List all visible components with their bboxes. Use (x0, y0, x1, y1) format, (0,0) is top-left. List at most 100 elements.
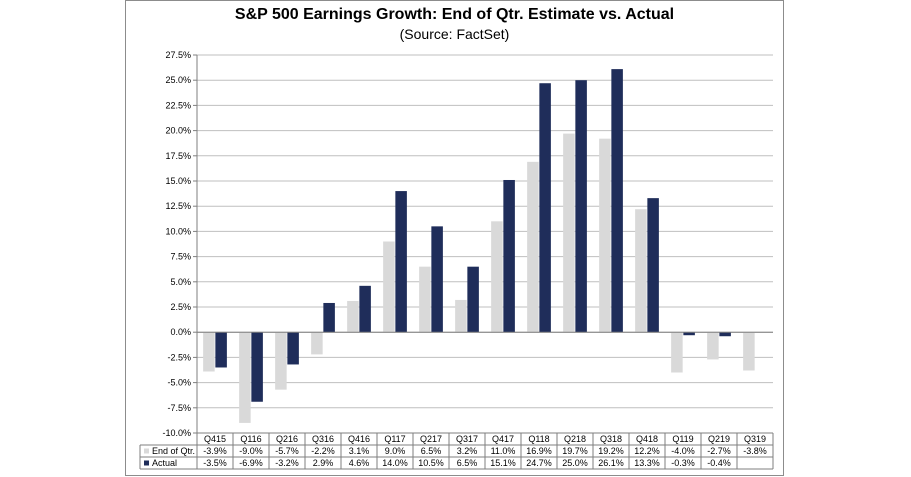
category-label: Q318 (600, 434, 622, 444)
data-cell: 24.7% (526, 458, 552, 468)
category-label: Q418 (636, 434, 658, 444)
data-cell: 16.9% (526, 446, 552, 456)
bar-actual (215, 332, 227, 368)
data-cell: 3.1% (349, 446, 370, 456)
data-cell: 12.2% (634, 446, 660, 456)
data-cell: 26.1% (598, 458, 624, 468)
bar-estimate (707, 332, 719, 360)
category-label: Q216 (276, 434, 298, 444)
bar-actual (503, 179, 515, 333)
data-cell: -2.2% (311, 446, 335, 456)
y-tick-label: 2.5% (170, 302, 191, 312)
bar-actual (431, 226, 443, 333)
y-tick-label: 0.0% (170, 327, 191, 337)
category-label: Q116 (240, 434, 261, 444)
bar-estimate (527, 161, 539, 333)
bar-actual (611, 69, 623, 333)
legend-label: End of Qtr. (152, 446, 195, 456)
category-label: Q317 (456, 434, 478, 444)
bar-actual (323, 302, 335, 333)
y-tick-label: 25.0% (165, 75, 191, 85)
bar-actual (683, 332, 695, 336)
bar-estimate (347, 300, 359, 333)
data-cell: -0.3% (671, 458, 695, 468)
y-tick-label: -2.5% (167, 352, 191, 362)
data-cell: -3.5% (203, 458, 227, 468)
bar-actual (539, 83, 551, 333)
data-cell: 6.5% (421, 446, 442, 456)
y-tick-label: 5.0% (170, 277, 191, 287)
category-label: Q117 (384, 434, 405, 444)
chart-title: S&P 500 Earnings Growth: End of Qtr. Est… (234, 6, 675, 23)
category-label: Q218 (564, 434, 586, 444)
bar-actual (251, 332, 263, 402)
data-cell: -3.8% (743, 446, 767, 456)
legend-swatch (144, 460, 149, 466)
data-cell: 10.5% (418, 458, 444, 468)
data-cell: 11.0% (491, 446, 516, 456)
data-cell: 9.0% (385, 446, 406, 456)
bar-estimate (743, 332, 755, 371)
bars (197, 69, 773, 423)
bar-actual (719, 332, 731, 337)
category-label: Q416 (348, 434, 370, 444)
y-tick-label: 27.5% (165, 50, 191, 60)
y-tick-label: 10.0% (165, 226, 191, 236)
bar-estimate (203, 332, 215, 372)
data-cell: 4.6% (349, 458, 370, 468)
bar-estimate (239, 332, 251, 423)
y-tick-label: -10.0% (162, 428, 191, 438)
data-cell: -3.2% (275, 458, 299, 468)
bar-estimate (383, 241, 395, 333)
y-tick-label: 22.5% (165, 100, 191, 110)
data-cell: -3.9% (203, 446, 227, 456)
data-cell: -5.7% (275, 446, 299, 456)
bar-estimate (599, 138, 611, 333)
bar-estimate (563, 133, 575, 333)
data-cell: 2.9% (313, 458, 334, 468)
bar-estimate (671, 332, 683, 373)
data-cell: 14.0% (382, 458, 408, 468)
y-tick-label: 12.5% (165, 201, 191, 211)
y-tick-label: -5.0% (167, 378, 191, 388)
category-label: Q319 (744, 434, 766, 444)
bar-actual (287, 332, 299, 365)
legend-label: Actual (152, 458, 177, 468)
data-cell: 19.2% (598, 446, 624, 456)
bar-estimate (635, 209, 647, 333)
category-label: Q219 (708, 434, 730, 444)
data-cell: 6.5% (457, 458, 478, 468)
data-table: Q415 Q116 Q216 Q316 Q416 Q117 Q217 Q317 Q417 Q118… (139, 432, 774, 470)
chart-subtitle: (Source: FactSet) (399, 26, 510, 42)
data-cell: 13.3% (634, 458, 660, 468)
data-cell: -4.0% (671, 446, 695, 456)
y-tick-label: 20.0% (165, 126, 191, 136)
bar-estimate (311, 332, 323, 355)
category-label: Q415 (204, 434, 226, 444)
chart-frame (125, 0, 784, 476)
y-axis: 27.5% 25.0% 22.5% 20.0% 17.5% 15.0% 12.5% 10.0%… (162, 50, 198, 438)
bar-estimate (455, 299, 467, 333)
bar-estimate (491, 221, 503, 333)
data-cell: -9.0% (239, 446, 263, 456)
category-label: Q217 (420, 434, 442, 444)
category-label: Q118 (528, 434, 549, 444)
data-cell: -6.9% (239, 458, 263, 468)
data-cell: 25.0% (562, 458, 588, 468)
data-cell: 3.2% (457, 446, 478, 456)
data-cell: 15.1% (490, 458, 516, 468)
y-tick-label: -7.5% (167, 403, 191, 413)
bar-estimate (419, 266, 431, 333)
category-label: Q316 (312, 434, 334, 444)
data-cell: -2.7% (707, 446, 731, 456)
legend-swatch (144, 448, 149, 454)
bar-actual (359, 285, 371, 333)
bar-actual (647, 198, 659, 333)
data-cell: -0.4% (707, 458, 731, 468)
y-tick-label: 15.0% (165, 176, 191, 186)
y-tick-label: 7.5% (170, 252, 191, 262)
bar-actual (467, 266, 479, 333)
category-label: Q119 (672, 434, 693, 444)
bar-estimate (275, 332, 287, 390)
